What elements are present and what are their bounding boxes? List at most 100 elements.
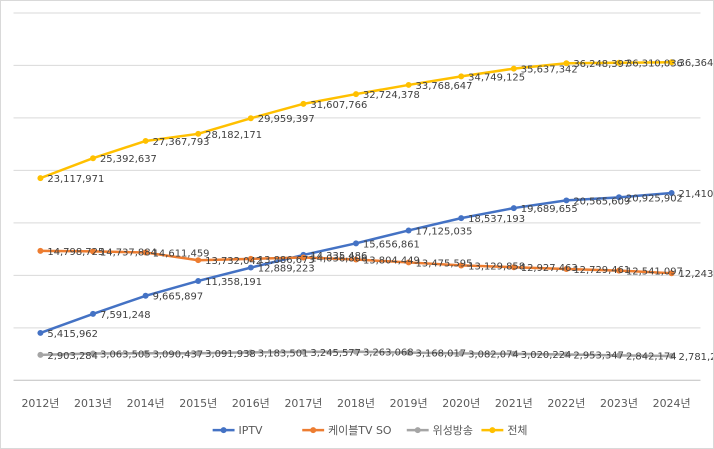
data-label: 33,768,647 [416, 81, 473, 92]
data-label: 36,248,397 [573, 59, 630, 70]
data-point [405, 259, 412, 266]
data-label: 7,591,248 [100, 310, 151, 321]
data-point [458, 262, 465, 269]
data-point [405, 349, 412, 356]
legend-swatch-marker [489, 427, 496, 434]
data-label: 3,091,938 [205, 349, 256, 360]
data-point [616, 59, 622, 66]
data-point [300, 100, 307, 107]
x-tick-label: 2014년 [127, 397, 165, 410]
data-point [195, 350, 202, 357]
data-label: 31,607,766 [310, 100, 367, 111]
data-point [563, 197, 570, 204]
data-label: 3,082,074 [468, 349, 519, 360]
data-label: 3,183,501 [258, 348, 309, 359]
data-label: 2,842,174 [626, 351, 677, 362]
data-point [195, 130, 202, 137]
data-point [616, 352, 622, 359]
legend-entry-label: 케이블TV SO [328, 424, 391, 437]
data-point [353, 91, 359, 98]
data-point [668, 59, 675, 66]
data-point [300, 348, 307, 355]
data-label: 32,724,378 [363, 90, 420, 101]
data-point [195, 257, 202, 264]
legend: IPTV 케이블TV SO 위성방송 전체 [212, 424, 527, 437]
data-point [353, 240, 359, 247]
legend-swatch-marker [220, 427, 227, 434]
data-point [668, 352, 675, 359]
gridlines [13, 12, 701, 381]
data-point [616, 267, 622, 274]
data-label: 13,129,858 [468, 261, 525, 272]
x-tick-label: 2019년 [390, 397, 428, 410]
data-label: 13,475,595 [416, 258, 473, 269]
data-label: 12,541,097 [626, 267, 683, 278]
legend-entry-label: IPTV [239, 424, 264, 437]
legend-entry-label: 위성방송 [433, 424, 473, 437]
data-point [458, 73, 465, 80]
data-label: 27,367,793 [153, 137, 210, 148]
legend-swatch-marker [310, 427, 317, 434]
data-label: 12,729,461 [573, 265, 630, 276]
x-tick-label: 2017년 [284, 397, 322, 410]
data-point [247, 349, 254, 356]
data-point [37, 329, 44, 336]
data-label: 14,798,725 [47, 247, 104, 258]
x-tick-label: 2024년 [653, 397, 691, 410]
data-point [510, 65, 517, 72]
data-label: 14,036,806 [310, 254, 367, 265]
data-point [510, 205, 517, 212]
data-point [37, 175, 44, 182]
data-label: 3,245,577 [310, 348, 361, 359]
data-label: 3,020,224 [521, 350, 572, 361]
data-label: 14,335,486 [310, 251, 367, 262]
data-label: 13,886,673 [258, 255, 315, 266]
data-label: 12,927,463 [521, 263, 578, 274]
data-point [90, 155, 97, 162]
data-point [563, 351, 570, 358]
data-point [37, 351, 44, 358]
data-point [37, 247, 44, 254]
data-point [353, 348, 359, 355]
data-label: 36,364,646 [679, 58, 714, 69]
data-label: 12,243,100 [679, 269, 714, 280]
data-point [142, 249, 149, 256]
data-label: 20,565,609 [573, 196, 630, 207]
x-tick-label: 2021년 [495, 397, 533, 410]
data-point [142, 350, 149, 357]
data-label: 35,637,342 [521, 65, 578, 76]
data-label: 25,392,637 [100, 154, 157, 165]
data-point [616, 194, 622, 201]
data-label: 9,665,897 [153, 292, 204, 303]
data-label: 13,804,449 [363, 256, 420, 267]
data-point [405, 227, 412, 234]
data-point [353, 256, 359, 263]
data-point [247, 264, 254, 271]
legend-swatch-marker [414, 427, 421, 434]
data-point [90, 350, 97, 357]
data-label: 34,749,125 [468, 72, 525, 83]
data-point [142, 292, 149, 299]
x-tick-label: 2023년 [600, 397, 638, 410]
data-point [510, 350, 517, 357]
data-label: 17,125,035 [416, 226, 473, 237]
x-tick-label: 2016년 [232, 397, 270, 410]
data-point [405, 81, 412, 88]
data-point [300, 254, 307, 261]
data-label: 2,953,347 [573, 350, 624, 361]
data-label: 36,310,036 [626, 59, 683, 70]
x-axis-ticks: 2012년 2013년 2014년 2015년 2016년 2017년 2018년 2019년… [21, 397, 690, 410]
data-point [668, 270, 675, 277]
data-points [37, 59, 675, 359]
x-tick-label: 2020년 [442, 397, 480, 410]
data-point [563, 265, 570, 272]
legend-entry-label: 전체 [507, 424, 527, 437]
data-label: 15,656,861 [363, 239, 420, 250]
x-tick-label: 2013년 [74, 397, 112, 410]
data-label: 3,263,068 [363, 348, 414, 359]
data-label: 28,182,171 [205, 130, 262, 141]
data-label: 20,925,902 [626, 193, 683, 204]
data-point [247, 115, 254, 122]
